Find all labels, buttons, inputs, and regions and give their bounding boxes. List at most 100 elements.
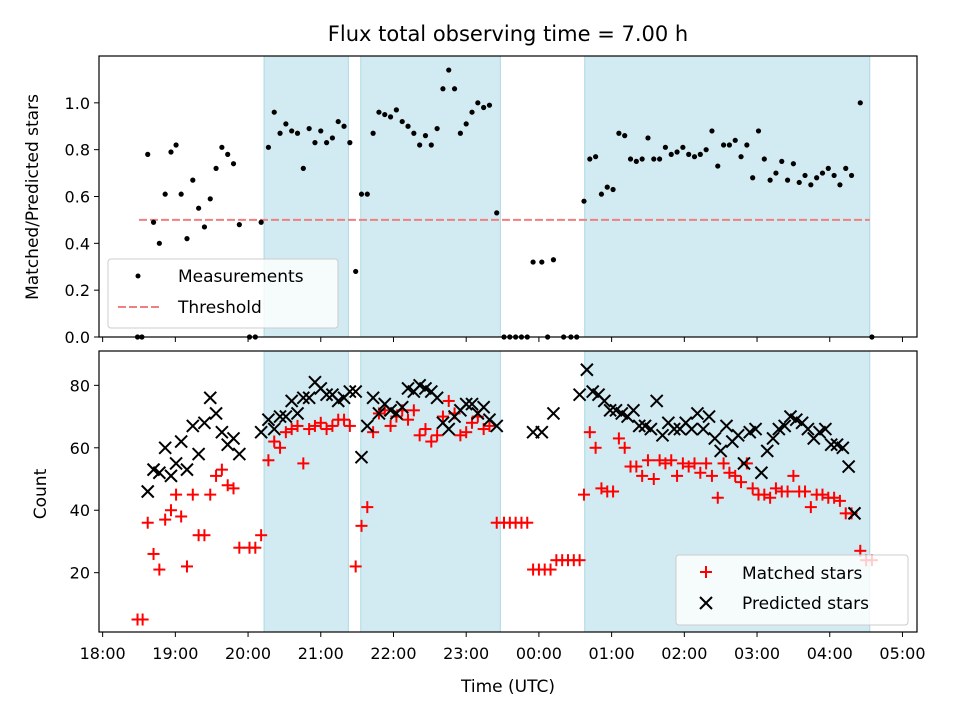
measurement-point bbox=[411, 130, 417, 136]
matched-star-point bbox=[198, 529, 211, 542]
x-tick-label: 05:00 bbox=[879, 644, 925, 663]
predicted-star-point bbox=[655, 428, 670, 443]
measurement-point bbox=[213, 165, 219, 171]
predicted-star-point bbox=[632, 419, 646, 433]
matched-star-point bbox=[326, 419, 339, 432]
predicted-star-point bbox=[748, 422, 763, 436]
measurement-point bbox=[446, 67, 452, 73]
matched-star-point bbox=[159, 513, 172, 526]
matched-star-point bbox=[729, 469, 742, 482]
predicted-star-point bbox=[279, 409, 293, 424]
measurement-point bbox=[796, 179, 802, 186]
measurement-point bbox=[457, 130, 463, 136]
legend-matched-marker bbox=[700, 566, 712, 578]
measurement-point bbox=[598, 191, 605, 197]
matched-star-point bbox=[688, 457, 701, 470]
measurement-point bbox=[178, 191, 184, 197]
matched-star-point bbox=[413, 429, 426, 442]
matched-star-point bbox=[460, 426, 473, 439]
predicted-star-point bbox=[713, 444, 728, 458]
matched-star-point bbox=[367, 426, 380, 439]
x-tick-label: 23:00 bbox=[443, 644, 489, 663]
measurement-point bbox=[720, 142, 727, 148]
predicted-star-point bbox=[319, 388, 334, 402]
matched-star-point bbox=[180, 560, 193, 573]
measurement-point bbox=[732, 137, 738, 143]
measurement-point bbox=[358, 191, 365, 197]
matched-star-point bbox=[262, 454, 275, 467]
predicted-star-point bbox=[348, 384, 363, 399]
count-legend-box bbox=[675, 554, 909, 626]
predicted-star-point bbox=[667, 422, 681, 436]
predicted-star-point bbox=[696, 422, 710, 436]
measurement-point bbox=[382, 111, 388, 118]
measurement-point bbox=[150, 219, 157, 225]
predicted-star-point bbox=[290, 406, 305, 421]
measurement-point bbox=[825, 165, 831, 171]
top-y-axis-label: Matched/Predicted stars bbox=[23, 94, 43, 300]
matched-star-point bbox=[577, 488, 590, 501]
x-tick-label: 18:00 bbox=[80, 644, 126, 663]
predicted-star-point bbox=[476, 400, 491, 414]
y-tick-label: 1.0 bbox=[65, 94, 90, 113]
measurement-point bbox=[610, 186, 616, 193]
count-panel-axes: 20 40 60 80 18:00 19:00 20:00 21:00 22:00 23:00 00… bbox=[70, 350, 926, 663]
measurement-point bbox=[173, 142, 179, 148]
matched-star-point bbox=[215, 463, 228, 476]
predicted-star-point bbox=[708, 431, 722, 446]
measurement-point bbox=[236, 222, 242, 228]
measurement-point bbox=[265, 144, 272, 150]
measurement-point bbox=[837, 182, 843, 188]
measurement-point bbox=[767, 177, 773, 183]
measurement-point bbox=[318, 128, 324, 134]
predicted-star-point bbox=[209, 406, 223, 421]
matched-star-point bbox=[249, 541, 262, 554]
measurement-point bbox=[230, 161, 237, 167]
measurement-point bbox=[294, 130, 301, 136]
matched-star-point bbox=[630, 460, 643, 473]
predicted-star-point bbox=[273, 409, 287, 424]
matched-star-point bbox=[618, 441, 631, 454]
ratio-legend-box bbox=[107, 258, 339, 329]
predicted-star-point bbox=[232, 447, 247, 461]
x-tick-label: 22:00 bbox=[370, 644, 416, 663]
predicted-star-point bbox=[141, 484, 155, 499]
measurement-point bbox=[219, 144, 225, 150]
measurement-point bbox=[550, 257, 557, 263]
predicted-star-point bbox=[174, 434, 188, 449]
matched-star-point bbox=[735, 476, 748, 489]
y-tick-label: 40 bbox=[70, 501, 90, 520]
matched-star-point bbox=[700, 457, 713, 470]
measurement-point bbox=[790, 161, 796, 167]
x-tick-label: 19:00 bbox=[152, 644, 198, 663]
count-panel-shading bbox=[263, 350, 871, 633]
matched-star-point bbox=[442, 394, 455, 407]
measurement-point bbox=[376, 109, 382, 115]
measurement-point bbox=[750, 175, 756, 181]
measurement-point bbox=[761, 156, 767, 162]
predicted-star-point bbox=[152, 466, 167, 480]
measurement-point bbox=[393, 107, 399, 113]
plot-frame bbox=[98, 350, 918, 633]
predicted-star-point bbox=[203, 391, 217, 405]
measurement-point bbox=[341, 123, 347, 129]
y-tick-label: 0.0 bbox=[65, 328, 90, 347]
x-axis-label: Time (UTC) bbox=[460, 677, 555, 697]
predicted-star-point bbox=[801, 422, 815, 436]
predicted-star-point bbox=[226, 431, 241, 446]
measurement-point bbox=[463, 121, 469, 127]
matched-star-point bbox=[799, 485, 812, 498]
measurement-point bbox=[593, 154, 599, 160]
measurement-point bbox=[857, 100, 863, 106]
measurement-point bbox=[283, 121, 289, 127]
figure-title: Flux total observing time = 7.00 h bbox=[328, 22, 688, 46]
measurement-point bbox=[475, 100, 481, 106]
x-tick-label: 00:00 bbox=[516, 644, 562, 663]
matched-star-point bbox=[705, 469, 718, 482]
measurement-point bbox=[674, 149, 680, 155]
matched-star-point bbox=[717, 457, 730, 470]
measurement-point bbox=[225, 151, 231, 157]
measurement-point bbox=[405, 123, 411, 129]
measurement-point bbox=[530, 259, 536, 265]
predicted-star-point bbox=[535, 425, 549, 439]
